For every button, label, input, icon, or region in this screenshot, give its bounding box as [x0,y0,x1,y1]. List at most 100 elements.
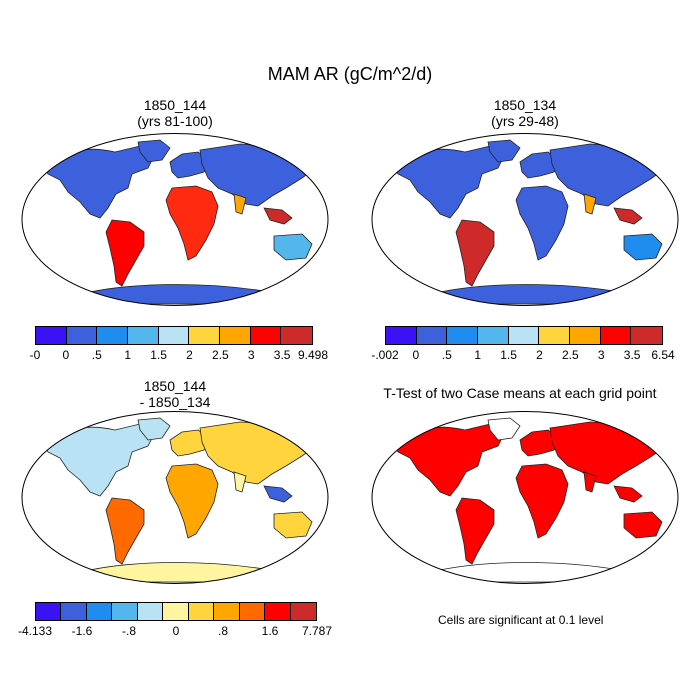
panel-3-title-line1: 1850_144 [143,378,207,394]
southamerica-landmass [455,497,495,565]
map-panel-ttest [371,411,679,584]
colorbar-swatch [600,327,632,344]
colorbar-swatch [112,603,138,620]
colorbar-swatch [570,327,601,344]
colorbar-swatch [239,603,266,620]
southamerica-landmass [105,497,145,565]
significance-note: Cells are significant at 0.1 level [438,613,604,627]
colorbar-panel-2: -.002 0 .5 1 1.5 2 2.5 3 3.5 6.54 [371,326,675,366]
greenland-landmass [487,417,521,441]
map-panel-1850-144 [21,133,329,306]
colorbar-swatch [539,327,571,344]
colorbar-swatch [97,327,129,344]
colorbar-swatch [163,603,189,620]
greenland-landmass [137,417,171,441]
asia-landmass [549,143,667,207]
colorbar-tick-label: 0 [62,348,70,362]
seasia-landmass [613,207,643,225]
india-landmass [583,193,597,215]
map-panel-difference [21,411,329,584]
panel-2-title-line1: 1850_134 [493,97,557,113]
colorbar-swatches [35,326,313,345]
colorbar-swatch [128,327,159,344]
colorbar-swatches [35,602,317,621]
map-panel-1850-134 [371,133,679,306]
colorbar-swatch [86,603,113,620]
europe-landmass [169,151,211,179]
colorbar-swatch [631,327,663,344]
colorbar-swatch [447,327,479,344]
colorbar-tick-label: 1 [474,348,481,362]
greenland-landmass [137,139,171,163]
colorbar-tick-label: 1.5 [500,348,517,362]
australia-landmass [273,233,313,261]
map-land-group [389,417,667,583]
panel-3-title: 1850_144 - 1850_134 [25,378,325,410]
panel-3-title-line2: - 1850_134 [139,394,211,410]
colorbar-swatches [385,326,663,345]
europe-landmass [519,429,561,457]
colorbar-swatch [281,327,313,344]
colorbar-tick-label: 0 [412,348,420,362]
colorbar-swatch [36,327,67,344]
colorbar-swatch [189,327,221,344]
colorbar-swatch [137,603,164,620]
antarctica-landmass [89,562,271,583]
australia-landmass [623,511,663,539]
panel-2-title: 1850_134 (yrs 29-48) [375,97,675,129]
panel-1-title-line2: (yrs 81-100) [137,113,213,129]
colorbar-panel-3: -4.133 -1.6 -.8 0 .8 1.6 7.787 [18,602,332,642]
colorbar-swatch [61,603,87,620]
colorbar-swatch [416,327,448,344]
colorbar-tick-label: -1.6 [71,624,93,638]
northamerica-landmass [39,145,156,219]
colorbar-tick-label: 1.5 [150,348,167,362]
india-landmass [583,471,597,493]
colorbar-swatch [66,327,98,344]
colorbar-swatch [220,327,251,344]
colorbar-swatch [158,327,190,344]
colorbar-panel-1: -0 0 .5 1 1.5 2 2.5 3 3.5 9.498 [30,326,328,366]
colorbar-tick-label: 2.5 [561,348,579,362]
asia-landmass [199,143,317,207]
map-land-group [39,139,317,305]
colorbar-tick-label: 3 [247,348,255,362]
seasia-landmass [613,485,643,503]
northamerica-landmass [39,423,156,497]
colorbar-swatch [36,603,62,620]
colorbar-swatch [250,327,282,344]
colorbar-tick-label: 2 [536,348,543,362]
colorbar-tick-label: .5 [441,348,452,362]
colorbar-tick-label: 9.498 [297,348,329,362]
colorbar-swatch [478,327,509,344]
antarctica-landmass [89,284,271,305]
colorbar-tick-label: 3.5 [623,348,641,362]
panel-1-title: 1850_144 (yrs 81-100) [25,97,325,129]
colorbar-tick-label: 7.787 [301,624,333,638]
colorbar-swatch [290,603,316,620]
map-land-group [39,417,317,583]
colorbar-swatch [265,603,291,620]
southamerica-landmass [455,219,495,287]
map-outline [21,133,329,306]
europe-landmass [169,429,211,457]
colorbar-tick-label: .8 [217,624,229,638]
colorbar-tick-label: -4.133 [17,624,53,638]
colorbar-tick-label: 3.5 [273,348,291,362]
antarctica-landmass [439,284,621,305]
map-outline [371,411,679,584]
greenland-landmass [487,139,521,163]
colorbar-tick-label: 1 [124,348,131,362]
southamerica-landmass [105,219,145,287]
colorbar-tick-label: 3 [597,348,605,362]
seasia-landmass [263,485,293,503]
africa-landmass [165,463,219,539]
northamerica-landmass [389,145,506,219]
map-outline [371,133,679,306]
australia-landmass [273,511,313,539]
africa-landmass [165,185,219,261]
colorbar-tick-label: 0 [172,624,180,638]
india-landmass [233,471,247,493]
colorbar-tick-label: 6.54 [651,348,675,362]
map-outline [21,411,329,584]
